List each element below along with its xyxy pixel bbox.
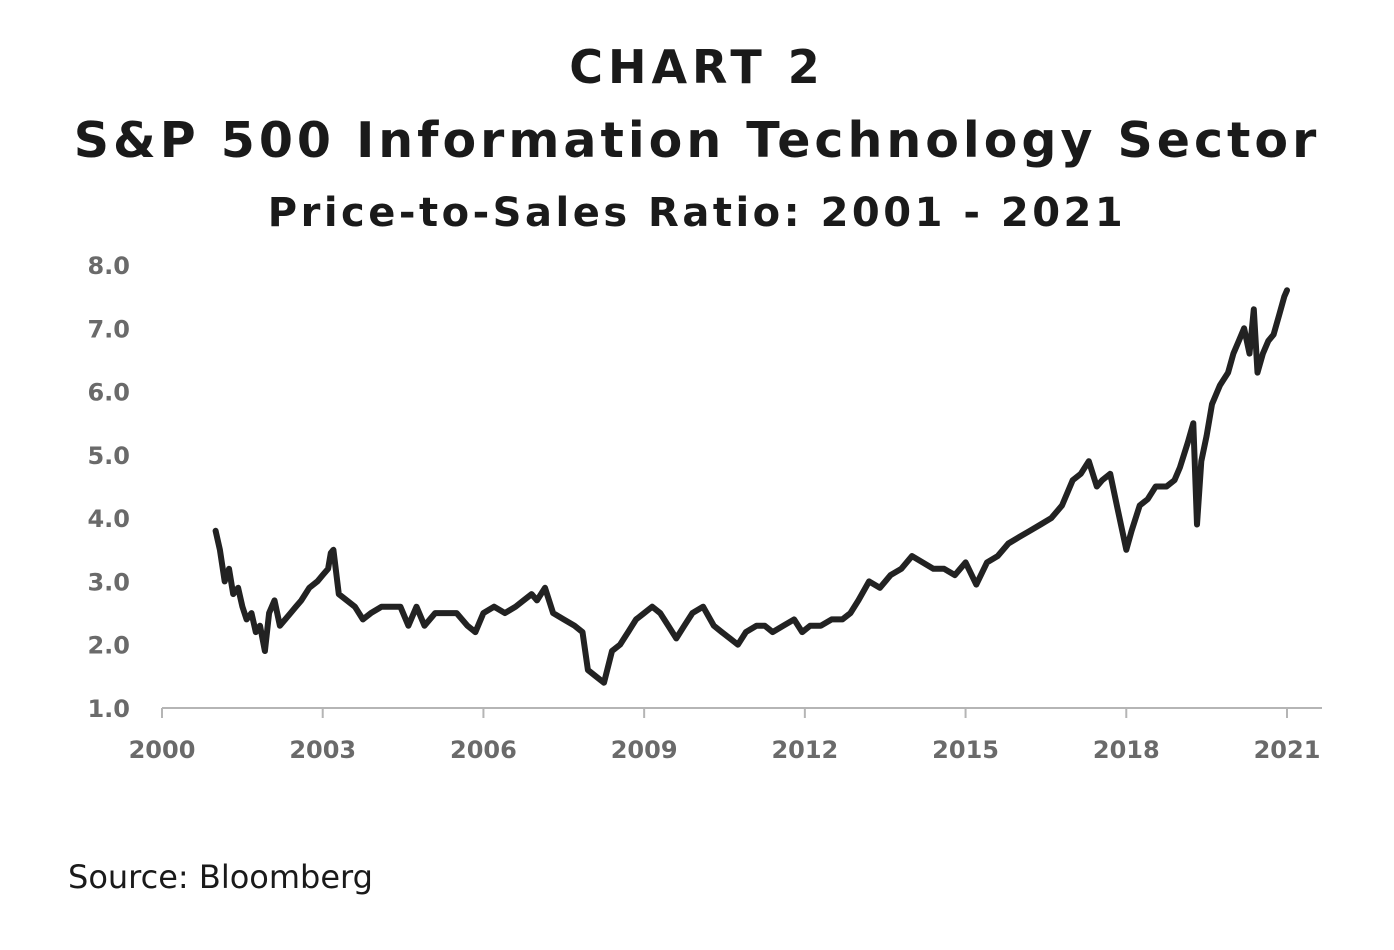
- x-tick-label: 2018: [1093, 736, 1160, 764]
- x-tick-label: 2006: [450, 736, 517, 764]
- y-tick-label: 2.0: [87, 632, 130, 660]
- x-tick-label: 2000: [129, 736, 196, 764]
- x-tick-label: 2012: [771, 736, 838, 764]
- x-tick-label: 2003: [289, 736, 356, 764]
- y-tick-label: 5.0: [87, 442, 130, 470]
- chart-subtitle: Price-to-Sales Ratio: 2001 - 2021: [267, 190, 1127, 236]
- source-note: Source: Bloomberg: [68, 858, 373, 896]
- y-tick-label: 4.0: [87, 505, 130, 533]
- y-tick-label: 6.0: [87, 379, 130, 407]
- chart-title: S&P 500 Information Technology Sector: [73, 112, 1321, 169]
- y-tick-label: 3.0: [87, 568, 130, 596]
- y-tick-label: 1.0: [87, 695, 130, 723]
- chart-label: CHART 2: [569, 40, 825, 94]
- x-tick-label: 2009: [611, 736, 678, 764]
- y-tick-label: 8.0: [87, 252, 130, 280]
- x-tick-label: 2015: [932, 736, 999, 764]
- x-tick-label: 2021: [1254, 736, 1321, 764]
- y-tick-label: 7.0: [87, 315, 130, 343]
- series-line: [212, 287, 1290, 686]
